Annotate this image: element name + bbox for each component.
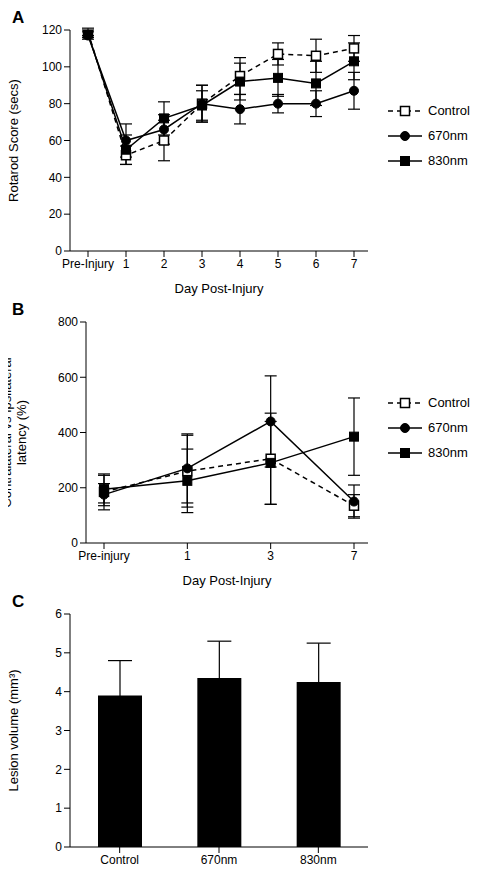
svg-text:6: 6 [313,257,320,271]
svg-text:4: 4 [55,685,62,699]
svg-text:7: 7 [351,257,358,271]
svg-text:600: 600 [58,371,78,385]
svg-text:830nm: 830nm [300,853,337,867]
svg-text:2: 2 [161,257,168,271]
svg-text:1: 1 [184,549,191,563]
svg-text:200: 200 [58,481,78,495]
svg-text:1: 1 [123,257,130,271]
svg-text:40: 40 [49,171,63,185]
html-text:B: B [12,300,25,319]
svg-text:Control: Control [100,853,139,867]
html-text:C: C [12,592,25,611]
html-text:A: A [12,8,25,27]
svg-text:2: 2 [55,763,62,777]
svg-text:Rotarod Score (secs): Rotarod Score (secs) [8,79,21,202]
svg-text:Day Post-Injury: Day Post-Injury [175,281,264,296]
svg-text:800: 800 [58,315,78,329]
svg-text:Lesion volume (mm³): Lesion volume (mm³) [8,669,21,791]
svg-text:5: 5 [55,646,62,660]
svg-text:400: 400 [58,426,78,440]
svg-text:1: 1 [55,801,62,815]
svg-text:80: 80 [49,97,63,111]
html-text:830nm: 830nm [428,153,468,168]
svg-text:3: 3 [55,724,62,738]
svg-text:Contralateral vs Ipsilateralla: Contralateral vs Ipsilaterallatency (%) [8,357,29,507]
svg-text:120: 120 [42,23,62,37]
svg-text:0: 0 [55,840,62,854]
html-text:670nm: 670nm [428,420,468,435]
svg-text:0: 0 [71,536,78,550]
svg-text:0: 0 [55,244,62,258]
svg-text:Pre-Injury: Pre-Injury [62,257,114,271]
svg-text:60: 60 [49,134,63,148]
svg-text:6: 6 [55,607,62,621]
svg-text:670nm: 670nm [201,853,238,867]
svg-text:5: 5 [275,257,282,271]
svg-text:Day Post-Injury: Day Post-Injury [183,573,272,588]
html-text:Control: Control [428,395,470,410]
svg-text:4: 4 [237,257,244,271]
html-text:670nm: 670nm [428,128,468,143]
svg-text:20: 20 [49,207,63,221]
svg-text:3: 3 [267,549,274,563]
svg-text:7: 7 [351,549,358,563]
svg-text:100: 100 [42,60,62,74]
svg-text:3: 3 [199,257,206,271]
html-text:Control: Control [428,103,470,118]
html-text:830nm: 830nm [428,445,468,460]
svg-text:Pre-injury: Pre-injury [78,549,129,563]
